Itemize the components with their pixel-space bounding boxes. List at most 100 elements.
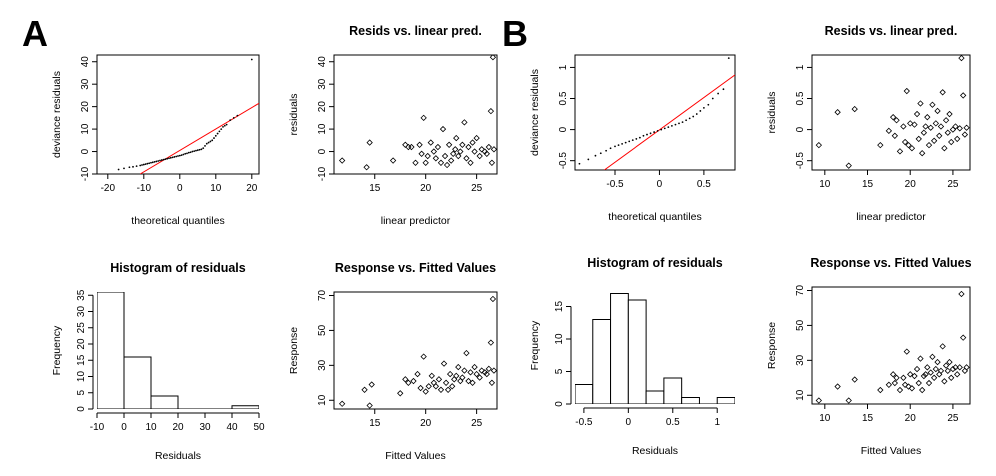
data-point	[851, 376, 858, 383]
y-tick-label: 15	[554, 301, 565, 313]
data-point	[229, 119, 232, 122]
histogram-bar	[150, 395, 179, 409]
data-point	[900, 123, 907, 130]
data-point	[465, 143, 472, 151]
data-point	[451, 376, 458, 383]
data-point	[702, 106, 705, 109]
data-point	[485, 365, 493, 373]
data-point	[949, 365, 957, 373]
x-tick-label: 20	[172, 422, 184, 433]
data-point	[473, 134, 480, 142]
histogram-bar	[575, 384, 594, 404]
data-point	[461, 367, 468, 374]
data-point	[681, 121, 684, 124]
data-point	[363, 164, 370, 171]
data-point	[146, 162, 149, 165]
data-point	[952, 123, 959, 130]
data-point	[707, 103, 710, 106]
plot-a-1: -20 -10 0 10 20 -10 0 10 20 30 40 theoretical quant…	[51, 54, 260, 227]
plot-frame	[574, 54, 736, 171]
data-point	[877, 386, 884, 394]
data-point	[963, 364, 970, 371]
data-point	[117, 168, 120, 171]
x-tick-label: 15	[369, 418, 381, 429]
y-tick-label: 25	[76, 322, 87, 334]
data-point	[599, 152, 602, 155]
plot-data	[117, 58, 259, 174]
data-point	[128, 166, 131, 169]
x-tick-label: 0	[657, 179, 663, 190]
data-point	[624, 141, 627, 144]
data-point	[901, 381, 909, 388]
y-tick-label: 40	[80, 56, 91, 68]
data-point	[834, 109, 841, 116]
data-point	[932, 365, 940, 373]
data-point	[218, 130, 221, 133]
data-point	[135, 165, 138, 168]
data-point	[635, 138, 638, 140]
data-point	[189, 151, 192, 154]
x-tick-label: 20	[246, 183, 258, 194]
data-point	[893, 117, 900, 124]
data-point	[151, 161, 154, 164]
data-point	[457, 148, 464, 155]
y-tick-label: 1	[795, 64, 806, 70]
x-tick-label: 25	[947, 179, 959, 190]
data-point	[487, 339, 495, 346]
data-point	[815, 397, 822, 404]
data-point	[614, 145, 616, 148]
data-point	[621, 142, 624, 145]
y-tick-label: -0.5	[558, 152, 569, 170]
x-tick-label: 25	[471, 418, 483, 429]
data-point	[851, 105, 858, 113]
data-point	[954, 371, 961, 378]
x-tick-label: 10	[819, 179, 831, 190]
data-point	[695, 113, 698, 115]
x-tick-label: -20	[101, 183, 116, 194]
data-point	[223, 124, 226, 127]
data-point	[917, 100, 924, 107]
data-point	[646, 133, 648, 136]
data-point	[660, 128, 663, 131]
data-point	[180, 154, 183, 157]
data-point	[845, 162, 852, 169]
histogram-bar	[716, 397, 735, 404]
data-point	[410, 377, 417, 385]
x-tick-label: 10	[819, 413, 831, 424]
x-tick-label: -0.5	[575, 417, 593, 428]
data-point	[446, 370, 454, 378]
data-point	[471, 363, 478, 371]
y-tick-label: 10	[795, 389, 806, 401]
x-tick-label: -10	[90, 422, 105, 433]
data-point	[688, 117, 691, 120]
data-point	[941, 378, 948, 385]
plot-title: Resids vs. linear pred.	[349, 24, 482, 38]
data-point	[186, 152, 188, 155]
data-point	[405, 379, 412, 386]
data-point	[903, 348, 910, 355]
data-point	[920, 129, 928, 136]
plot-data	[815, 55, 970, 169]
histogram-bar	[592, 319, 612, 404]
data-point	[939, 89, 946, 96]
data-point	[877, 141, 884, 149]
x-tick-label: 1	[714, 417, 720, 428]
data-point	[924, 364, 931, 371]
data-point	[917, 355, 924, 362]
data-point	[184, 152, 187, 155]
data-point	[453, 372, 460, 379]
data-point	[432, 383, 440, 390]
data-point	[132, 165, 134, 168]
data-point	[412, 159, 419, 166]
data-point	[417, 384, 424, 392]
x-axis-label: linear predictor	[856, 211, 926, 223]
data-point	[889, 371, 897, 378]
data-point	[488, 379, 496, 386]
y-tick-label: 0.5	[558, 91, 569, 105]
plot-data	[338, 55, 497, 171]
histogram-bar	[123, 356, 152, 409]
data-point	[168, 157, 170, 160]
data-point	[963, 124, 970, 131]
data-point	[717, 92, 720, 95]
